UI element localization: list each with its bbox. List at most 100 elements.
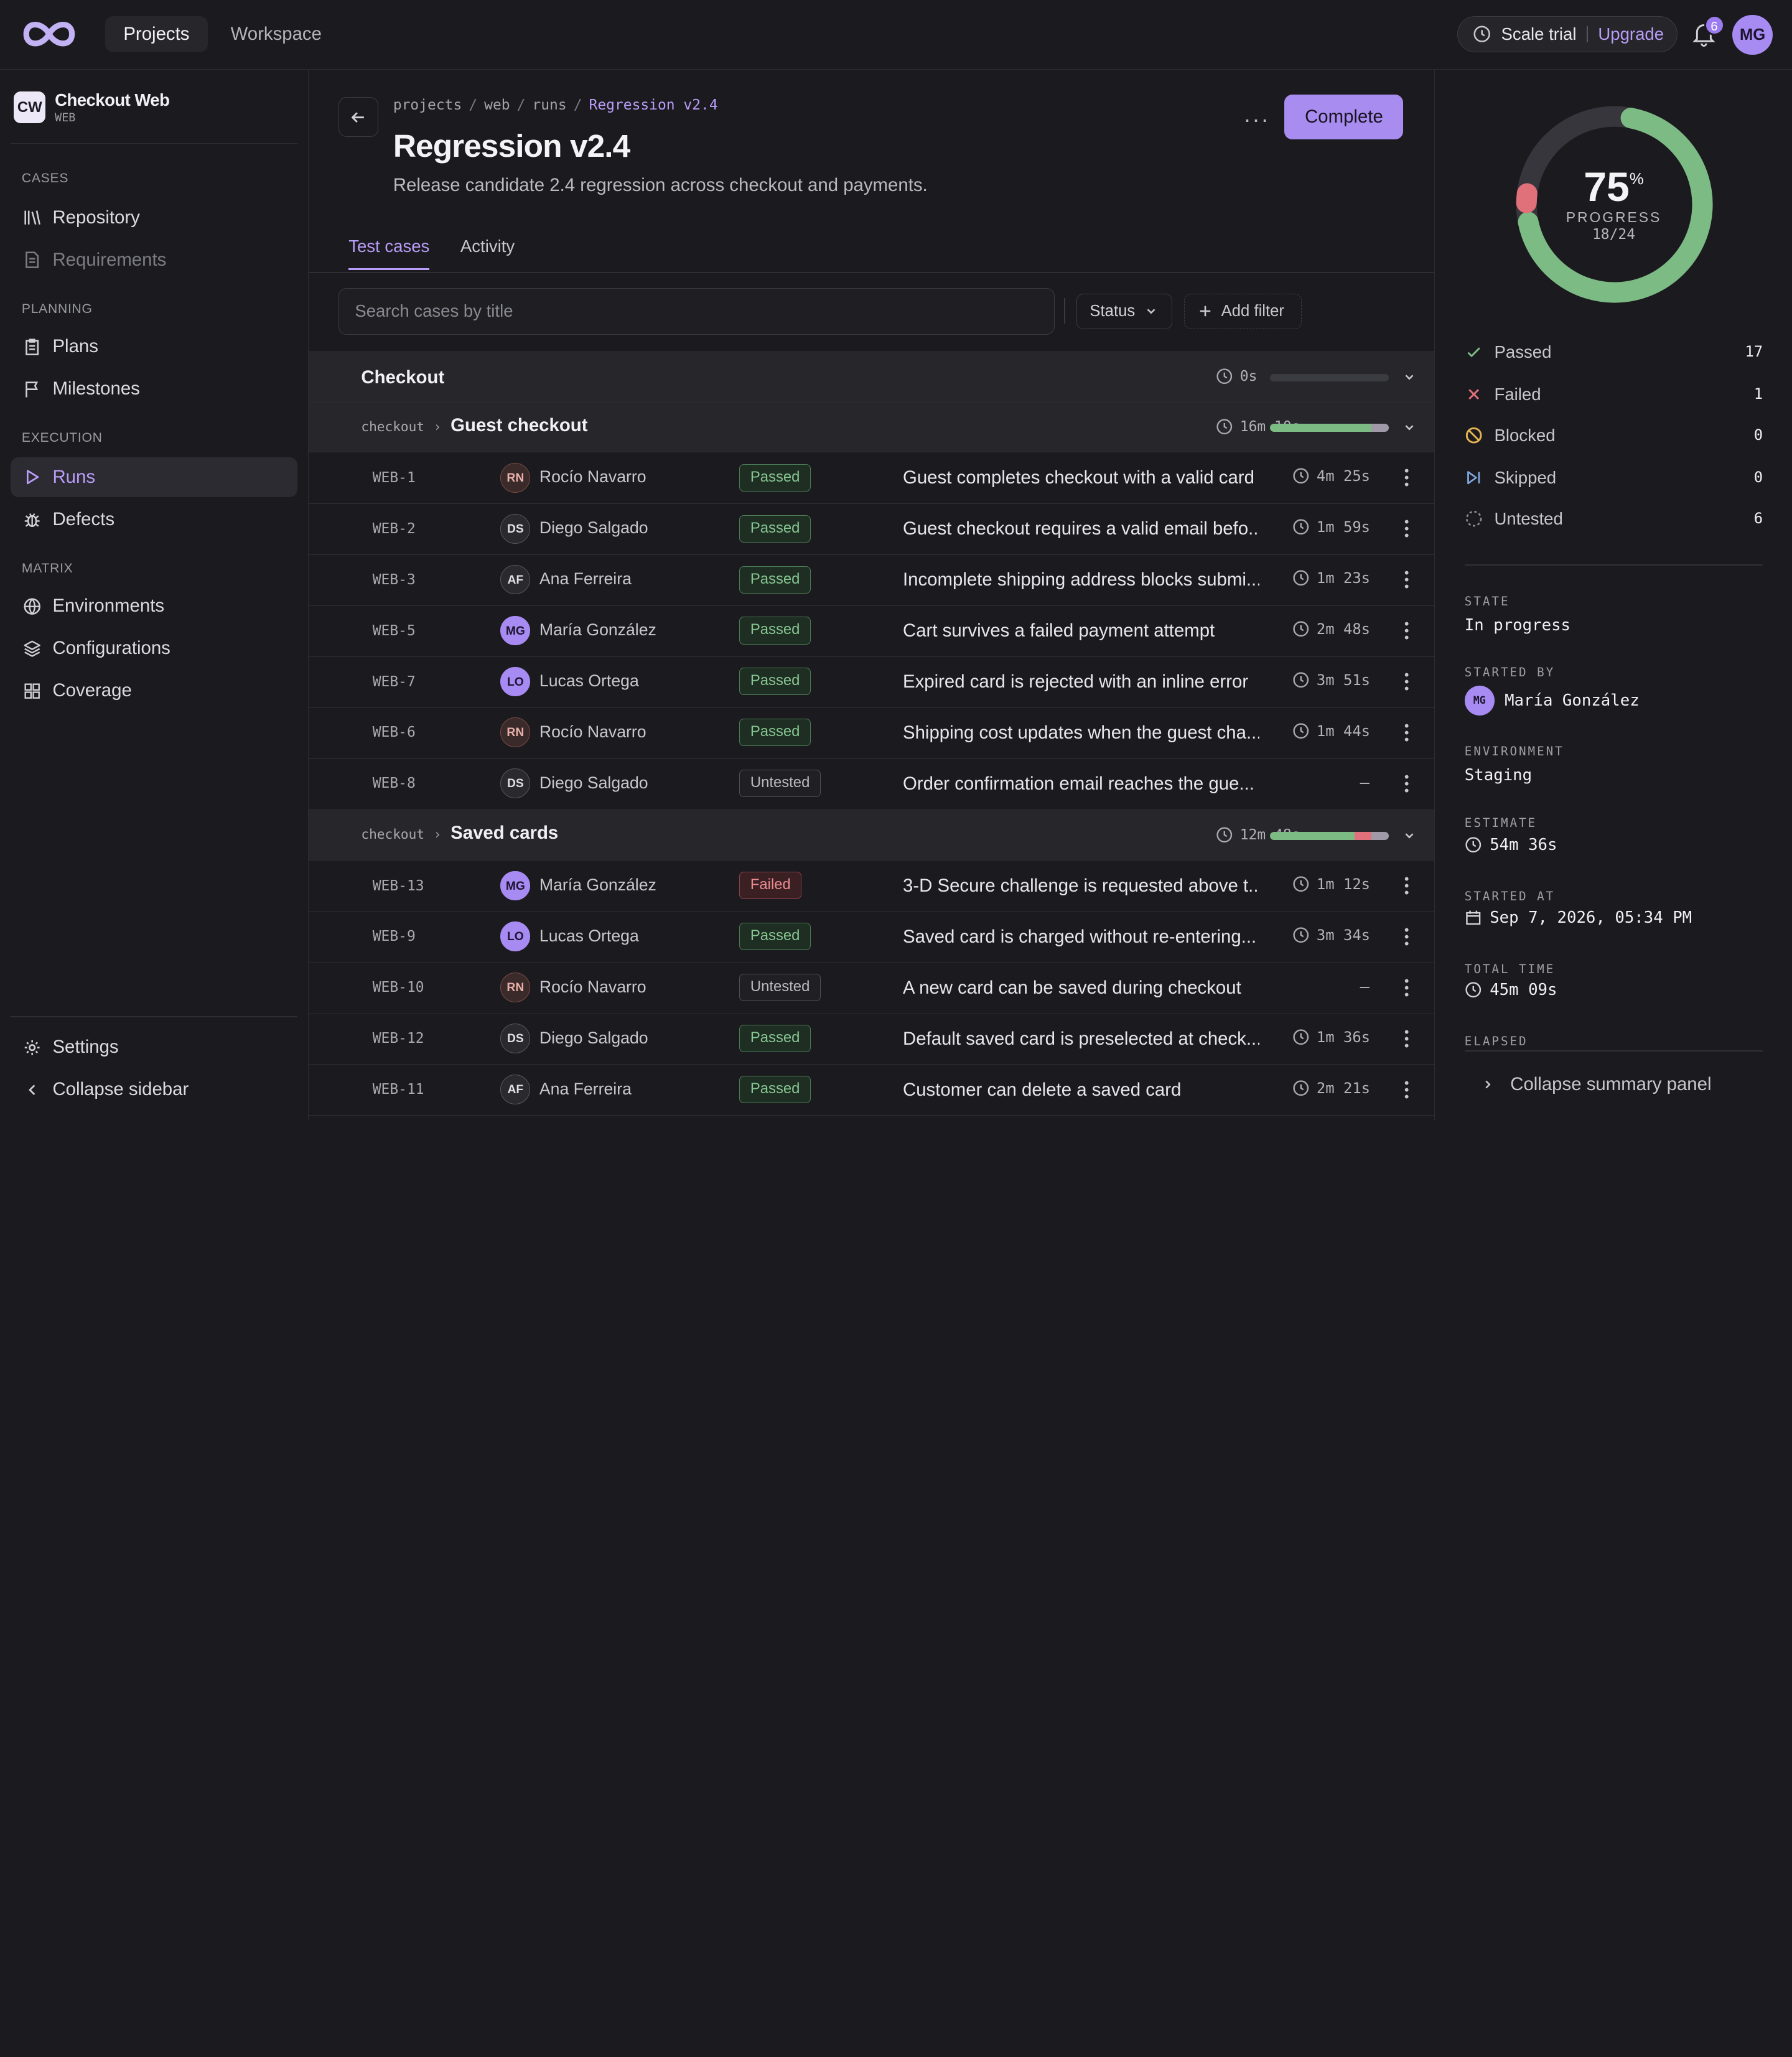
kebab-menu-icon[interactable] xyxy=(1398,977,1416,998)
table-row[interactable]: WEB-11 AF Ana Ferreira Passed Customer can d… xyxy=(308,1065,1435,1116)
case-id[interactable]: WEB-8 xyxy=(372,775,416,792)
status-badge[interactable]: Untested xyxy=(739,974,821,1002)
case-title[interactable]: 3-D Secure challenge is requested above … xyxy=(902,875,1260,896)
status-badge[interactable]: Passed xyxy=(739,1025,811,1053)
breadcrumb-web[interactable]: web xyxy=(484,97,510,114)
sidebar-item-configurations[interactable]: Configurations xyxy=(11,628,297,668)
table-row[interactable]: WEB-2 DS Diego Salgado Passed Guest checkout… xyxy=(308,503,1435,555)
kebab-menu-icon[interactable] xyxy=(1398,875,1416,896)
status-badge[interactable]: Failed xyxy=(739,872,802,900)
sidebar-item-runs[interactable]: Runs xyxy=(10,457,297,497)
kebab-menu-icon[interactable] xyxy=(1398,722,1416,743)
status-badge[interactable]: Passed xyxy=(739,923,811,951)
case-id[interactable]: WEB-1 xyxy=(372,469,416,486)
table-row[interactable]: WEB-6 RN Rocío Navarro Passed Shipping cost … xyxy=(308,707,1435,759)
breadcrumb-projects[interactable]: projects xyxy=(393,97,462,114)
kebab-menu-icon[interactable] xyxy=(1398,773,1416,794)
sidebar-settings[interactable]: Settings xyxy=(11,1027,297,1067)
sidebar-item-requirements[interactable]: Requirements xyxy=(11,240,297,280)
case-id[interactable]: WEB-6 xyxy=(372,724,416,741)
case-title[interactable]: Incomplete shipping address blocks submi… xyxy=(902,569,1260,590)
nav-workspace[interactable]: Workspace xyxy=(230,23,322,44)
collapse-summary-button[interactable]: Collapse summary panel xyxy=(1435,1050,1792,1120)
case-title[interactable]: Default saved card is preselected at che… xyxy=(902,1028,1260,1049)
kebab-menu-icon[interactable] xyxy=(1398,518,1416,539)
case-title[interactable]: Guest completes checkout with a valid ca… xyxy=(902,467,1254,488)
status-badge[interactable]: Passed xyxy=(739,1076,811,1104)
case-title[interactable]: Shipping cost updates when the guest cha… xyxy=(902,722,1260,743)
sidebar-item-plans[interactable]: Plans xyxy=(11,327,297,366)
case-id[interactable]: WEB-2 xyxy=(372,520,416,537)
table-row[interactable]: WEB-9 LO Lucas Ortega Passed Saved card is c… xyxy=(308,912,1435,963)
kebab-menu-icon[interactable] xyxy=(1398,467,1416,488)
case-title[interactable]: Order confirmation email reaches the gue… xyxy=(902,773,1254,794)
chevron-down-icon[interactable] xyxy=(1402,829,1416,842)
case-title[interactable]: Cart survives a failed payment attempt xyxy=(902,620,1215,641)
case-id[interactable]: WEB-11 xyxy=(372,1081,424,1098)
case-title[interactable]: Saved card is charged without re-enterin… xyxy=(902,926,1257,947)
case-title[interactable]: Expired card is rejected with an inline … xyxy=(902,671,1249,692)
search-input[interactable]: Search cases by title xyxy=(338,287,1055,335)
kebab-menu-icon[interactable] xyxy=(1398,620,1416,641)
trial-pill[interactable]: Scale trial Upgrade xyxy=(1457,16,1678,53)
kebab-menu-icon[interactable] xyxy=(1398,1028,1416,1049)
logo-icon[interactable] xyxy=(21,18,78,50)
sidebar-item-coverage[interactable]: Coverage xyxy=(11,671,297,711)
complete-button[interactable]: Complete xyxy=(1284,95,1404,140)
user-avatar[interactable]: MG xyxy=(1732,14,1773,55)
case-title[interactable]: Customer can delete a saved card xyxy=(902,1079,1182,1100)
case-title[interactable]: A new card can be saved during checkout xyxy=(902,977,1241,998)
back-button[interactable] xyxy=(338,97,378,138)
table-row[interactable]: WEB-7 LO Lucas Ortega Passed Expired card is… xyxy=(308,656,1435,708)
table-row[interactable]: WEB-1 RN Rocío Navarro Passed Guest complete… xyxy=(308,452,1435,504)
table-row[interactable]: WEB-5 MG María González Passed Cart survives… xyxy=(308,605,1435,657)
status-badge[interactable]: Passed xyxy=(739,719,811,747)
status-badge[interactable]: Passed xyxy=(739,668,811,696)
sidebar-item-environments[interactable]: Environments xyxy=(11,586,297,626)
case-id[interactable]: WEB-12 xyxy=(372,1030,424,1047)
status-badge[interactable]: Passed xyxy=(739,515,811,543)
status-badge[interactable]: Passed xyxy=(739,464,811,492)
chevron-down-icon[interactable] xyxy=(1402,421,1416,434)
stat-failed[interactable]: Failed 1 xyxy=(1465,381,1763,406)
table-row[interactable]: WEB-13 MG María González Failed 3-D Secure c… xyxy=(308,861,1435,912)
add-filter-button[interactable]: Add filter xyxy=(1183,294,1302,329)
breadcrumb-runs[interactable]: runs xyxy=(532,97,567,114)
tab-activity[interactable]: Activity xyxy=(460,236,515,256)
case-id[interactable]: WEB-10 xyxy=(372,979,424,996)
kebab-menu-icon[interactable] xyxy=(1398,569,1416,590)
more-options-icon[interactable]: ··· xyxy=(1243,106,1270,132)
stat-untested[interactable]: Untested 6 xyxy=(1465,506,1763,531)
tab-test-cases[interactable]: Test cases xyxy=(348,236,430,270)
table-row[interactable]: WEB-3 AF Ana Ferreira Passed Incomplete ship… xyxy=(308,554,1435,606)
table-row[interactable]: WEB-12 DS Diego Salgado Passed Default saved… xyxy=(308,1014,1435,1065)
sidebar-item-repository[interactable]: Repository xyxy=(11,198,297,238)
stat-blocked[interactable]: Blocked 0 xyxy=(1465,423,1763,448)
stat-passed[interactable]: Passed 17 xyxy=(1465,339,1763,364)
group-header-guest-checkout[interactable]: checkout›Guest checkout 16m 10s xyxy=(308,403,1435,453)
kebab-menu-icon[interactable] xyxy=(1398,926,1416,947)
status-badge[interactable]: Passed xyxy=(739,566,811,594)
chevron-down-icon[interactable] xyxy=(1402,370,1416,384)
status-badge[interactable]: Untested xyxy=(739,770,821,798)
table-row[interactable]: WEB-8 DS Diego Salgado Untested Order confir… xyxy=(308,758,1435,810)
group-header-checkout[interactable]: Checkout 0s xyxy=(308,350,1435,404)
case-id[interactable]: WEB-7 xyxy=(372,673,416,690)
sidebar-item-milestones[interactable]: Milestones xyxy=(11,369,297,409)
status-filter-button[interactable]: Status xyxy=(1076,294,1173,329)
kebab-menu-icon[interactable] xyxy=(1398,671,1416,692)
status-badge[interactable]: Passed xyxy=(739,617,811,645)
case-title[interactable]: Guest checkout requires a valid email be… xyxy=(902,518,1260,539)
case-id[interactable]: WEB-5 xyxy=(372,622,416,639)
case-id[interactable]: WEB-9 xyxy=(372,928,416,945)
kebab-menu-icon[interactable] xyxy=(1398,1080,1416,1100)
collapse-sidebar-button[interactable]: Collapse sidebar xyxy=(11,1070,297,1109)
case-id[interactable]: WEB-3 xyxy=(372,571,416,588)
nav-projects[interactable]: Projects xyxy=(105,16,208,53)
upgrade-link[interactable]: Upgrade xyxy=(1598,24,1664,44)
stat-skipped[interactable]: Skipped 0 xyxy=(1465,465,1763,490)
project-switcher[interactable]: CW Checkout Web WEB xyxy=(14,90,170,124)
case-id[interactable]: WEB-13 xyxy=(372,877,424,894)
group-header-saved-cards[interactable]: checkout›Saved cards 12m 48s xyxy=(308,810,1435,861)
table-row[interactable]: WEB-10 RN Rocío Navarro Untested A new card … xyxy=(308,963,1435,1014)
